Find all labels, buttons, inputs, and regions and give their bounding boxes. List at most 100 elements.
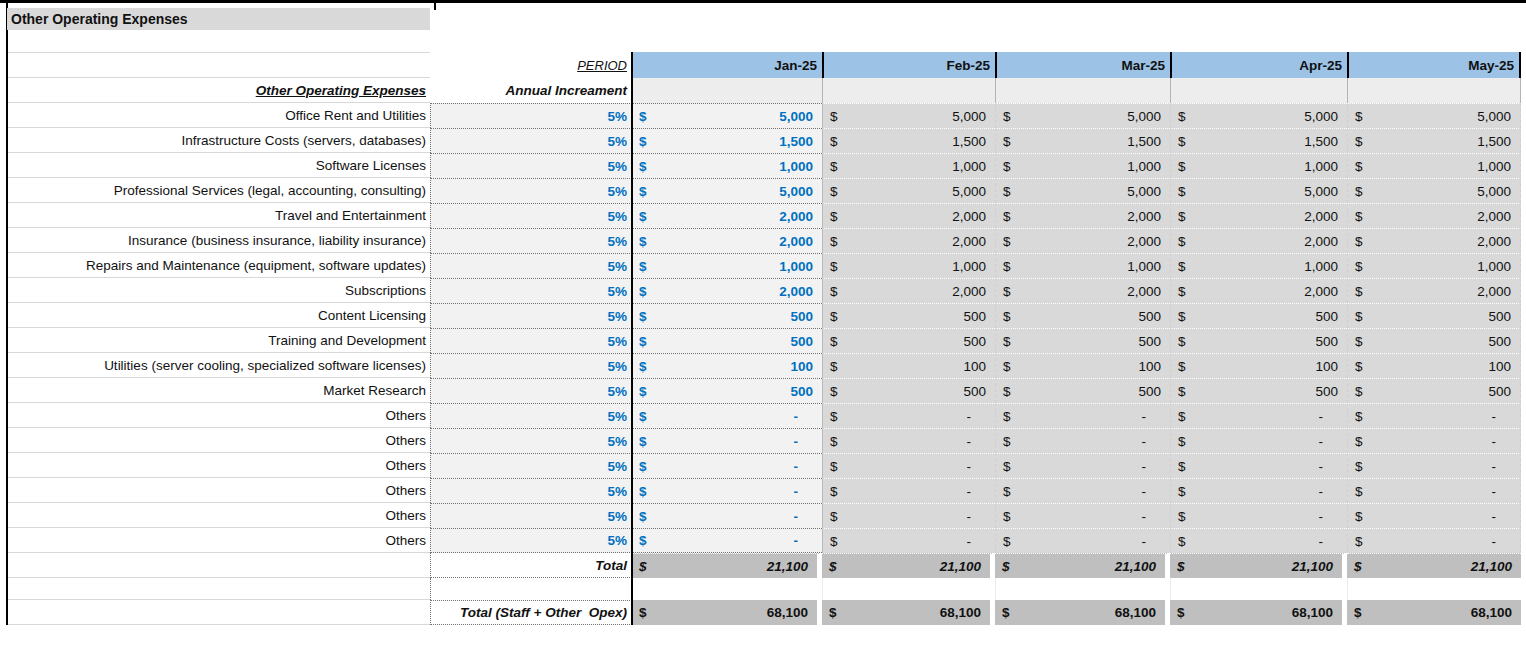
empty-cell[interactable] xyxy=(430,578,632,600)
increment-percent-cell[interactable]: 5% xyxy=(430,228,632,253)
value-cell-feb[interactable]: $ - xyxy=(822,503,995,528)
value-cell-jan[interactable]: $ 2,000 xyxy=(632,228,822,253)
value-cell-may[interactable]: $ 1,500 xyxy=(1347,128,1521,153)
value-cell-apr[interactable]: $ 5,000 xyxy=(1170,103,1347,128)
increment-percent-cell[interactable]: 5% xyxy=(430,203,632,228)
period-label-cell[interactable]: PERIOD xyxy=(430,52,632,78)
value-cell-mar[interactable]: $ 500 xyxy=(995,303,1170,328)
value-cell-apr[interactable]: $ 2,000 xyxy=(1170,203,1347,228)
value-cell-jan[interactable]: $ 5,000 xyxy=(632,103,822,128)
increment-percent-cell[interactable]: 5% xyxy=(430,253,632,278)
value-cell-mar[interactable]: $ - xyxy=(995,478,1170,503)
value-cell-mar[interactable]: $ 5,000 xyxy=(995,103,1170,128)
value-cell-may[interactable]: $ - xyxy=(1347,453,1521,478)
empty-cell[interactable] xyxy=(8,578,430,600)
value-cell-apr[interactable]: $ 500 xyxy=(1170,378,1347,403)
month-header-feb[interactable]: Feb-25 xyxy=(822,52,995,78)
value-cell-mar[interactable]: $ 500 xyxy=(995,378,1170,403)
value-cell-jan[interactable]: $ - xyxy=(632,503,822,528)
expense-label-cell[interactable]: Content Licensing xyxy=(8,303,430,328)
value-cell-mar[interactable]: $ 2,000 xyxy=(995,278,1170,303)
total-cell-mar[interactable]: $ 21,100 xyxy=(995,553,1170,578)
expense-label-cell[interactable]: Others xyxy=(8,453,430,478)
value-cell-may[interactable]: $ 100 xyxy=(1347,353,1521,378)
increment-percent-cell[interactable]: 5% xyxy=(430,528,632,553)
increment-percent-cell[interactable]: 5% xyxy=(430,328,632,353)
expense-label-cell[interactable]: Training and Development xyxy=(8,328,430,353)
value-cell-feb[interactable]: $ 500 xyxy=(822,378,995,403)
value-cell-may[interactable]: $ 5,000 xyxy=(1347,178,1521,203)
expense-label-cell[interactable]: Insurance (business insurance, liability… xyxy=(8,228,430,253)
value-cell-apr[interactable]: $ 5,000 xyxy=(1170,178,1347,203)
value-cell-jan[interactable]: $ 100 xyxy=(632,353,822,378)
annual-cell[interactable] xyxy=(1347,78,1521,103)
expense-label-cell[interactable]: Repairs and Maintenance (equipment, soft… xyxy=(8,253,430,278)
increment-percent-cell[interactable]: 5% xyxy=(430,403,632,428)
value-cell-feb[interactable]: $ - xyxy=(822,403,995,428)
value-cell-apr[interactable]: $ 500 xyxy=(1170,303,1347,328)
value-cell-mar[interactable]: $ - xyxy=(995,453,1170,478)
empty-cell[interactable] xyxy=(8,600,430,625)
value-cell-may[interactable]: $ 5,000 xyxy=(1347,103,1521,128)
expense-label-cell[interactable]: Software Licenses xyxy=(8,153,430,178)
increment-percent-cell[interactable]: 5% xyxy=(430,478,632,503)
value-cell-mar[interactable]: $ 2,000 xyxy=(995,203,1170,228)
value-cell-may[interactable]: $ 2,000 xyxy=(1347,203,1521,228)
value-cell-jan[interactable]: $ 500 xyxy=(632,378,822,403)
value-cell-jan[interactable]: $ 1,500 xyxy=(632,128,822,153)
value-cell-apr[interactable]: $ - xyxy=(1170,428,1347,453)
value-cell-feb[interactable]: $ - xyxy=(822,453,995,478)
value-cell-may[interactable]: $ 2,000 xyxy=(1347,278,1521,303)
empty-cell[interactable] xyxy=(8,553,430,578)
expense-label-cell[interactable]: Utilities (server cooling, specialized s… xyxy=(8,353,430,378)
value-cell-may[interactable]: $ 500 xyxy=(1347,303,1521,328)
value-cell-apr[interactable]: $ 2,000 xyxy=(1170,228,1347,253)
value-cell-jan[interactable]: $ - xyxy=(632,428,822,453)
value-cell-feb[interactable]: $ 1,000 xyxy=(822,253,995,278)
value-cell-may[interactable]: $ 500 xyxy=(1347,378,1521,403)
value-cell-apr[interactable]: $ - xyxy=(1170,453,1347,478)
increment-percent-cell[interactable]: 5% xyxy=(430,153,632,178)
empty-cell[interactable] xyxy=(995,578,1170,600)
annual-cell[interactable] xyxy=(822,78,995,103)
value-cell-mar[interactable]: $ - xyxy=(995,428,1170,453)
value-cell-jan[interactable]: $ - xyxy=(632,453,822,478)
month-header-jan[interactable]: Jan-25 xyxy=(632,52,822,78)
value-cell-mar[interactable]: $ - xyxy=(995,503,1170,528)
value-cell-mar[interactable]: $ 500 xyxy=(995,328,1170,353)
annual-cell[interactable] xyxy=(995,78,1170,103)
month-header-mar[interactable]: Mar-25 xyxy=(995,52,1170,78)
value-cell-may[interactable]: $ - xyxy=(1347,528,1521,553)
value-cell-mar[interactable]: $ 100 xyxy=(995,353,1170,378)
value-cell-apr[interactable]: $ - xyxy=(1170,528,1347,553)
expense-label-cell[interactable]: Office Rent and Utilities xyxy=(8,103,430,128)
expense-label-cell[interactable]: Others xyxy=(8,503,430,528)
expense-label-cell[interactable]: Subscriptions xyxy=(8,278,430,303)
value-cell-feb[interactable]: $ 5,000 xyxy=(822,103,995,128)
value-cell-jan[interactable]: $ 500 xyxy=(632,303,822,328)
value-cell-feb[interactable]: $ 1,000 xyxy=(822,153,995,178)
value-cell-feb[interactable]: $ 500 xyxy=(822,303,995,328)
month-header-apr[interactable]: Apr-25 xyxy=(1170,52,1347,78)
annual-cell[interactable] xyxy=(1170,78,1347,103)
value-cell-feb[interactable]: $ 2,000 xyxy=(822,278,995,303)
annual-cell[interactable] xyxy=(632,78,822,103)
value-cell-mar[interactable]: $ 1,500 xyxy=(995,128,1170,153)
increment-percent-cell[interactable]: 5% xyxy=(430,278,632,303)
value-cell-may[interactable]: $ 1,000 xyxy=(1347,153,1521,178)
value-cell-feb[interactable]: $ - xyxy=(822,478,995,503)
expense-label-cell[interactable]: Others xyxy=(8,528,430,553)
value-cell-jan[interactable]: $ - xyxy=(632,478,822,503)
value-cell-mar[interactable]: $ 2,000 xyxy=(995,228,1170,253)
value-cell-jan[interactable]: $ 1,000 xyxy=(632,153,822,178)
value-cell-mar[interactable]: $ 1,000 xyxy=(995,153,1170,178)
value-cell-feb[interactable]: $ 2,000 xyxy=(822,228,995,253)
value-cell-jan[interactable]: $ 2,000 xyxy=(632,203,822,228)
increment-percent-cell[interactable]: 5% xyxy=(430,103,632,128)
value-cell-mar[interactable]: $ - xyxy=(995,403,1170,428)
empty-cell[interactable] xyxy=(8,52,430,78)
empty-cell[interactable] xyxy=(1170,578,1347,600)
expense-label-cell[interactable]: Others xyxy=(8,403,430,428)
expense-label-cell[interactable]: Others xyxy=(8,478,430,503)
value-cell-jan[interactable]: $ 1,000 xyxy=(632,253,822,278)
